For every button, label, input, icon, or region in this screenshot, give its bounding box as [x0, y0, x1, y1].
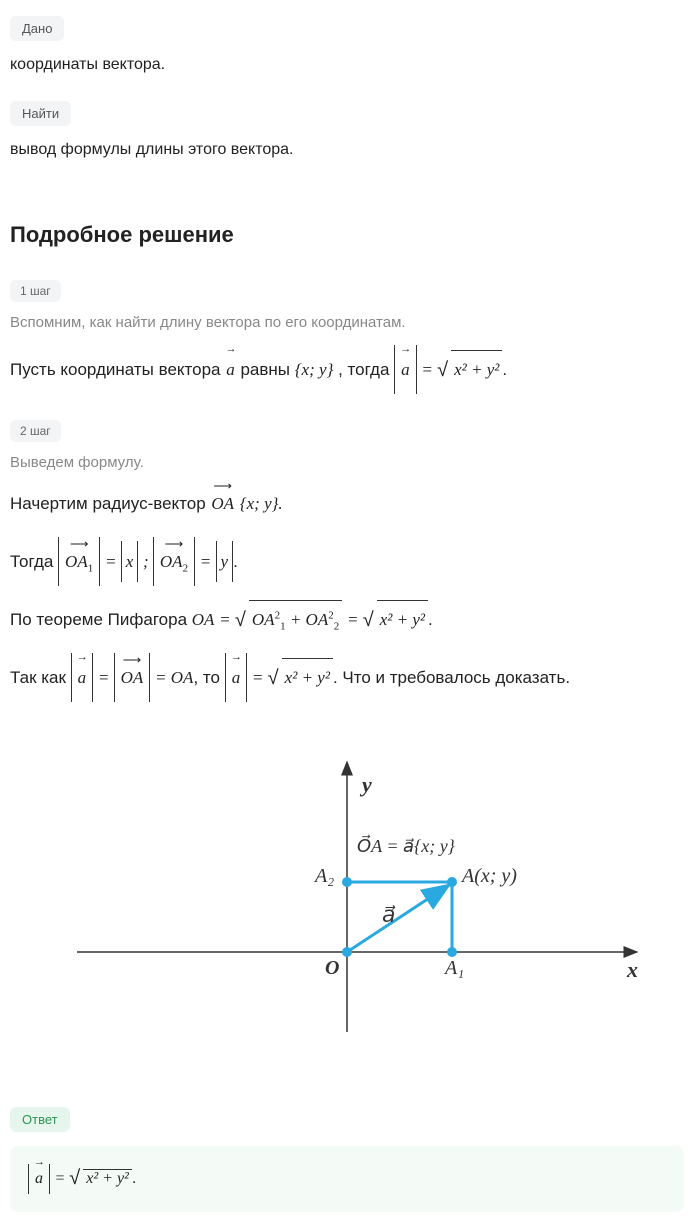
var-x: x	[302, 360, 310, 379]
OA: OA	[171, 668, 194, 687]
eq: =	[200, 552, 216, 571]
period: .	[132, 1170, 136, 1187]
step2-line3: По теореме Пифагора OA = OA21 + OA22 = x…	[10, 600, 684, 639]
label-vec-a: a⃗	[382, 902, 396, 927]
text: Пусть координаты вектора	[10, 360, 225, 379]
abs-OA1: OA1	[58, 537, 100, 587]
brace-close: }	[327, 360, 334, 379]
abs-a: a	[394, 345, 417, 394]
label-A: A(x; y)	[460, 865, 517, 887]
given-label: Дано	[10, 16, 64, 41]
eq: =	[219, 610, 235, 629]
y-squared: y²	[317, 668, 330, 687]
text: Так как	[10, 668, 71, 687]
find-label: Найти	[10, 101, 71, 126]
brace-open: {	[295, 360, 302, 379]
OA2-sq: OA22	[306, 610, 340, 629]
x-squared: x²	[285, 668, 298, 687]
text: равны	[240, 360, 294, 379]
plus: +	[467, 360, 487, 379]
label-origin: O	[325, 957, 339, 979]
text: , то	[193, 668, 224, 687]
period: .	[502, 360, 507, 379]
eq: =	[155, 668, 171, 687]
step2-label: 2 шаг	[10, 420, 61, 442]
step1-label: 1 шаг	[10, 280, 61, 302]
vector-OA: OA	[210, 485, 235, 522]
sqrt: x² + y²	[69, 1169, 132, 1188]
eq: =	[98, 668, 114, 687]
sqrt: x² + y²	[437, 350, 502, 388]
abs-a: a	[71, 653, 94, 702]
eq: =	[347, 610, 363, 629]
sep: ;	[254, 494, 264, 513]
sqrt: OA21 + OA22	[235, 600, 342, 639]
abs-y: y	[216, 541, 234, 582]
abs-a: a	[28, 1164, 50, 1194]
semi: ;	[143, 552, 153, 571]
vector-a: a	[34, 1170, 44, 1188]
vector-OA1: OA1	[64, 543, 94, 581]
label-x-axis: x	[626, 957, 638, 982]
text: Тогда	[10, 552, 58, 571]
vector-OA: OA	[120, 659, 145, 696]
sqrt: x² + y²	[268, 658, 333, 696]
text: , тогда	[338, 360, 394, 379]
given-text: координаты вектора.	[10, 53, 684, 77]
text: По теореме Пифагора	[10, 610, 192, 629]
label-vec-eq: O⃗A = a⃗{x; y}	[357, 835, 456, 856]
sep: ;	[309, 360, 319, 379]
plus: +	[98, 1170, 117, 1187]
text: Начертим радиус-вектор	[10, 494, 210, 513]
eq: =	[252, 668, 268, 687]
diagram-svg: y x O A₁ A₂ A(x; y) O⃗A = a⃗{x; y} a⃗	[47, 742, 647, 1042]
plus: +	[297, 668, 317, 687]
label-A1: A₁	[443, 957, 464, 979]
step2-line2: Тогда OA1 = x ; OA2 = y.	[10, 537, 684, 587]
OA1-sq: OA21	[252, 610, 286, 629]
eq: =	[54, 1170, 69, 1187]
solution-header: Подробное решение	[10, 222, 684, 248]
eq: =	[421, 360, 437, 379]
vector-a: a	[400, 351, 411, 388]
step2-hint: Выведем формулу.	[10, 454, 684, 471]
plus: +	[392, 610, 412, 629]
var-y: y	[264, 494, 272, 513]
label-A2: A₂	[313, 865, 334, 887]
OA: OA	[192, 610, 215, 629]
vector-a: a	[77, 659, 88, 696]
step1-hint: Вспомним, как найти длину вектора по его…	[10, 314, 684, 331]
period: .	[428, 610, 433, 629]
answer-label: Ответ	[10, 1107, 70, 1132]
step2-line1: Начертим радиус-вектор OA {x; y}.	[10, 485, 684, 522]
y-squared: y²	[487, 360, 500, 379]
plus: +	[286, 610, 306, 629]
vector-diagram: y x O A₁ A₂ A(x; y) O⃗A = a⃗{x; y} a⃗	[10, 742, 684, 1047]
period: .	[233, 552, 238, 571]
brace-open: {	[240, 494, 247, 513]
y-squared: y²	[412, 610, 425, 629]
vector-a: a	[231, 659, 242, 696]
abs-OA2: OA2	[153, 537, 195, 587]
sqrt: x² + y²	[363, 600, 428, 638]
x-squared: x²	[86, 1170, 98, 1187]
abs-x: x	[121, 541, 139, 582]
step1-formula: Пусть координаты вектора a равны {x; y} …	[10, 345, 684, 394]
y-squared: y²	[117, 1170, 129, 1187]
abs-a: a	[225, 653, 248, 702]
label-y-axis: y	[359, 772, 372, 797]
x-squared: x²	[454, 360, 467, 379]
vector-OA2: OA2	[159, 543, 189, 581]
find-text: вывод формулы длины этого вектора.	[10, 138, 684, 162]
brace-close: }.	[272, 494, 283, 513]
answer-box: a = x² + y².	[10, 1146, 684, 1212]
var-y: y	[319, 360, 327, 379]
abs-OA: OA	[114, 653, 151, 702]
step2-line4: Так как a = OA = OA, то a = x² + y². Что…	[10, 653, 684, 702]
eq: =	[105, 552, 121, 571]
vector-a: a	[225, 351, 236, 388]
text: . Что и требовалось доказать.	[333, 668, 570, 687]
x-squared: x²	[380, 610, 393, 629]
